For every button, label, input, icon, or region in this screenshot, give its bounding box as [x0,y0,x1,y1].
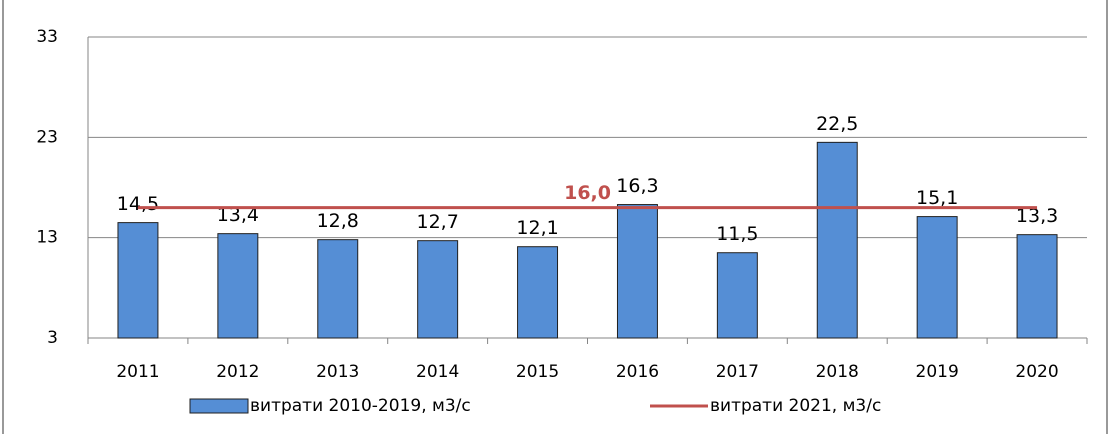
data-label: 22,5 [816,113,858,135]
legend-swatch [189,398,249,414]
y-tick-label: 3 [47,328,58,348]
y-tick-label: 33 [36,27,58,47]
line-label: 16,0 [564,182,611,204]
data-label: 11,5 [716,223,758,245]
x-tick-label: 2014 [416,362,459,382]
data-label: 12,1 [516,217,558,239]
data-label: 15,1 [916,187,958,209]
data-label: 13,4 [217,204,259,226]
x-tick-label: 2017 [716,362,759,382]
data-label: 16,3 [616,175,658,197]
x-tick-label: 2016 [616,362,659,382]
y-tick-label: 23 [36,127,58,147]
data-label: 13,3 [1016,205,1058,227]
x-tick-label: 2013 [316,362,359,382]
x-tick-label: 2019 [916,362,959,382]
x-tick-label: 2012 [216,362,259,382]
x-tick-label: 2011 [116,362,159,382]
bar [616,204,658,339]
bar [916,216,958,339]
legend-label: витрати 2021, м3/с [710,396,881,416]
bar [317,239,359,339]
x-tick-label: 2018 [816,362,859,382]
bar [517,246,559,339]
data-label: 12,8 [317,210,359,232]
legend-label: витрати 2010-2019, м3/с [250,396,471,416]
y-tick-label: 13 [36,228,58,248]
bar [716,252,758,339]
data-label: 12,7 [416,211,458,233]
bar [1016,234,1058,339]
x-tick-label: 2020 [1015,362,1058,382]
data-label: 14,5 [117,193,159,215]
bar [417,240,459,339]
bar [816,141,858,339]
bar [217,233,259,339]
x-tick-label: 2015 [516,362,559,382]
bar [117,222,159,339]
